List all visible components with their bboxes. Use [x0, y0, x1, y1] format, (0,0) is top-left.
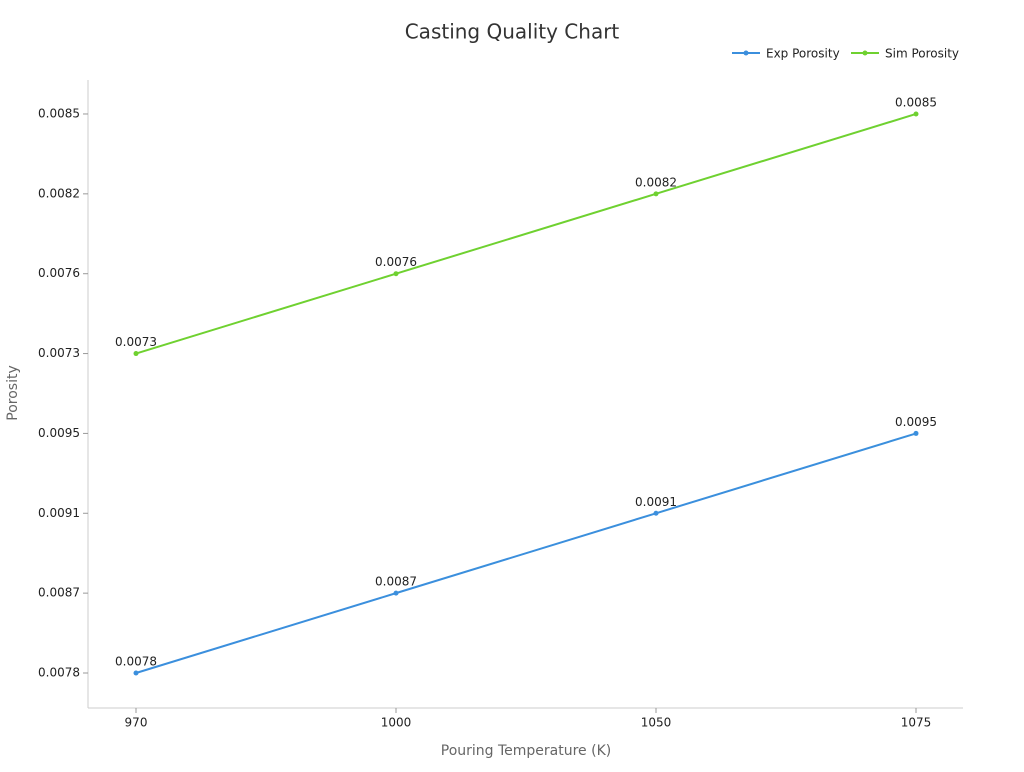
legend-marker	[862, 50, 868, 56]
data-label: 0.0087	[375, 575, 417, 589]
data-label: 0.0095	[895, 415, 937, 429]
data-label: 0.0091	[635, 495, 677, 509]
data-point	[913, 111, 919, 117]
data-point	[133, 351, 139, 357]
data-point	[393, 590, 399, 596]
y-tick-label: 0.0087	[38, 586, 80, 600]
legend-marker	[743, 50, 749, 56]
x-tick-label: 1075	[901, 716, 932, 730]
y-tick-label: 0.0091	[38, 506, 80, 520]
y-tick-label: 0.0073	[38, 346, 80, 360]
x-tick-label: 1050	[641, 716, 672, 730]
data-point	[133, 670, 139, 676]
data-point	[913, 430, 919, 436]
legend-label: Exp Porosity	[766, 47, 840, 61]
y-tick-label: 0.0082	[38, 186, 80, 200]
data-label: 0.0085	[895, 95, 937, 109]
x-tick-label: 970	[125, 716, 148, 730]
series-line	[135, 432, 917, 674]
data-label: 0.0073	[115, 335, 157, 349]
data-point	[653, 510, 659, 516]
chart-title: Casting Quality Chart	[405, 20, 620, 44]
y-tick-label: 0.0095	[38, 426, 80, 440]
x-axis-title: Pouring Temperature (K)	[441, 743, 611, 759]
series-line	[135, 113, 917, 355]
y-tick-label: 0.0078	[38, 666, 80, 680]
data-label: 0.0076	[375, 255, 417, 269]
data-label: 0.0078	[115, 655, 157, 669]
data-point	[653, 191, 659, 197]
y-tick-label: 0.0076	[38, 266, 80, 280]
x-tick-label: 1000	[381, 716, 412, 730]
y-axis-title: Porosity	[5, 365, 21, 420]
y-tick-label: 0.0085	[38, 106, 80, 120]
data-label: 0.0082	[635, 175, 677, 189]
legend-label: Sim Porosity	[885, 47, 959, 61]
data-point	[393, 271, 399, 277]
